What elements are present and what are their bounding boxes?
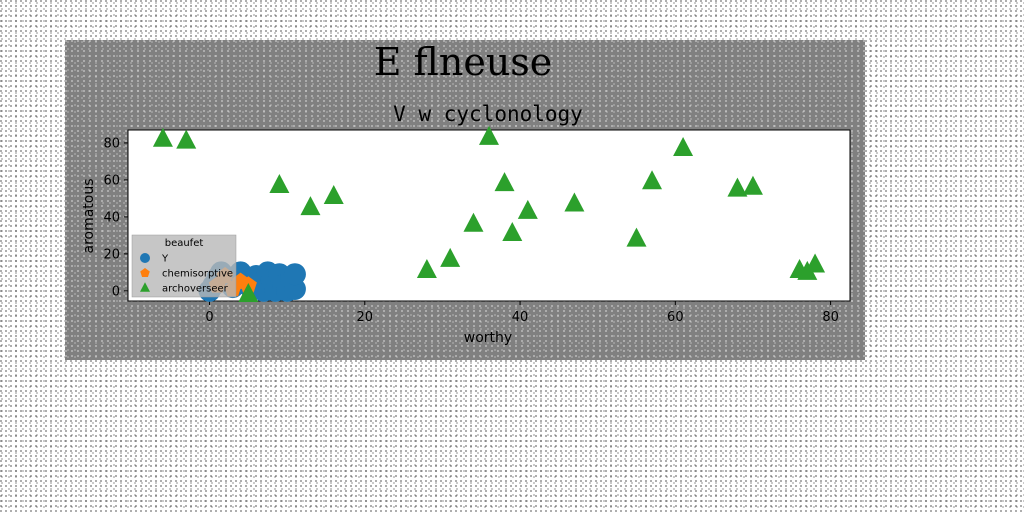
y-tick-label: 80 xyxy=(103,136,120,151)
triangle-point xyxy=(673,136,694,156)
legend-title: beaufet xyxy=(165,238,204,249)
x-axis-label: worthy xyxy=(464,330,512,346)
triangle-point xyxy=(152,127,173,147)
triangle-point xyxy=(416,258,437,278)
y-tick-label: 60 xyxy=(103,173,120,188)
triangle-point xyxy=(494,172,515,192)
y-tick-label: 40 xyxy=(103,210,120,225)
x-axis-ticks: 0 20 40 60 80 xyxy=(205,301,839,325)
axes-title: V w cyclonology xyxy=(393,102,583,126)
y-axis-label: aromatous xyxy=(81,178,97,253)
legend-entry-label: chemisorptive xyxy=(162,269,233,280)
triangle-point xyxy=(238,283,259,303)
triangle-point xyxy=(502,222,523,242)
legend-pentagon-marker xyxy=(140,268,150,278)
triangle-point xyxy=(642,170,663,190)
x-tick-label: 20 xyxy=(357,310,374,325)
legend-circle-marker xyxy=(140,253,150,263)
triangle-point xyxy=(300,196,321,216)
triangle-point xyxy=(742,175,763,195)
triangle-point xyxy=(805,253,826,273)
x-tick-label: 40 xyxy=(512,310,529,325)
legend-entry-label: Y xyxy=(161,254,169,265)
x-tick-label: 80 xyxy=(822,310,839,325)
x-tick-label: 60 xyxy=(667,310,684,325)
triangle-point xyxy=(517,199,538,219)
triangle-point xyxy=(479,125,499,145)
triangle-point xyxy=(463,212,484,232)
y-axis-ticks: 0 20 40 60 80 xyxy=(103,136,128,299)
y-tick-label: 0 xyxy=(112,284,120,299)
triangle-point xyxy=(323,185,344,205)
circle-point xyxy=(283,263,306,286)
y-tick-label: 20 xyxy=(103,247,120,262)
legend-box xyxy=(131,234,237,298)
legend-entry-label: archoverseer xyxy=(162,284,229,295)
triangle-point xyxy=(727,177,748,197)
figure-suptitle: E flneuse xyxy=(374,40,553,84)
series-archoverseer xyxy=(152,125,826,303)
triangle-point xyxy=(269,173,290,193)
figure: E flneuse V w cyclonology 0 20 40 60 80 0 20 4… xyxy=(65,40,865,360)
legend-triangle-marker xyxy=(140,282,150,292)
scatter-chart: E flneuse V w cyclonology 0 20 40 60 80 0 20 4… xyxy=(81,40,851,346)
x-tick-label: 0 xyxy=(205,310,213,325)
triangle-point xyxy=(626,227,647,247)
triangle-point xyxy=(564,192,585,212)
triangle-point xyxy=(440,247,461,267)
triangle-point xyxy=(176,129,197,149)
